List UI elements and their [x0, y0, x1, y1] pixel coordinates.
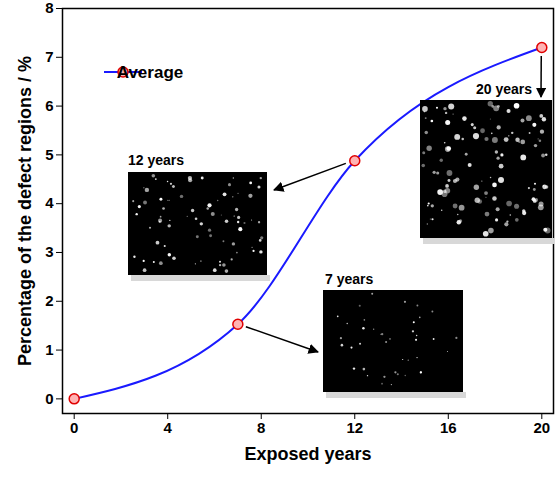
- svg-text:0: 0: [45, 390, 53, 407]
- svg-text:6: 6: [45, 97, 53, 114]
- svg-text:3: 3: [45, 243, 53, 260]
- svg-text:8: 8: [45, 0, 53, 16]
- svg-text:7: 7: [45, 48, 53, 65]
- svg-text:Percentage of the defect regio: Percentage of the defect regions / %: [15, 56, 35, 366]
- svg-text:Average: Average: [117, 63, 183, 82]
- svg-text:12 years: 12 years: [128, 152, 184, 168]
- svg-text:12: 12: [346, 419, 363, 436]
- svg-text:7 years: 7 years: [325, 271, 373, 287]
- svg-text:20: 20: [533, 419, 550, 436]
- svg-text:20 years: 20 years: [476, 81, 532, 97]
- svg-text:8: 8: [257, 419, 265, 436]
- svg-text:4: 4: [164, 419, 173, 436]
- svg-text:16: 16: [440, 419, 457, 436]
- svg-text:Exposed years: Exposed years: [244, 444, 371, 464]
- svg-text:4: 4: [45, 194, 54, 211]
- svg-text:1: 1: [45, 341, 53, 358]
- svg-text:5: 5: [45, 146, 53, 163]
- svg-text:0: 0: [70, 419, 78, 436]
- svg-text:2: 2: [45, 292, 53, 309]
